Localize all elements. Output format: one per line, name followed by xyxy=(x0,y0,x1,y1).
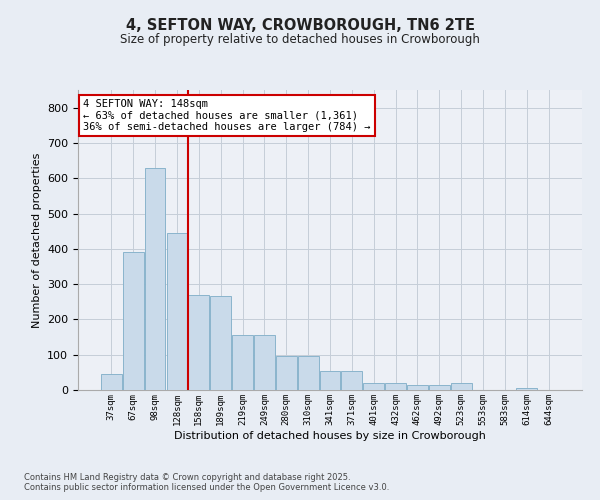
Bar xyxy=(341,370,362,390)
Bar xyxy=(145,168,166,390)
X-axis label: Distribution of detached houses by size in Crowborough: Distribution of detached houses by size … xyxy=(174,430,486,440)
Bar xyxy=(385,383,406,390)
Bar xyxy=(123,252,143,390)
Bar xyxy=(364,383,384,390)
Bar xyxy=(451,383,472,390)
Bar xyxy=(188,294,209,390)
Text: Contains HM Land Registry data © Crown copyright and database right 2025.: Contains HM Land Registry data © Crown c… xyxy=(24,472,350,482)
Bar xyxy=(320,370,340,390)
Bar xyxy=(407,384,428,390)
Bar xyxy=(254,336,275,390)
Y-axis label: Number of detached properties: Number of detached properties xyxy=(32,152,41,328)
Bar xyxy=(232,336,253,390)
Bar xyxy=(298,356,319,390)
Bar xyxy=(429,384,450,390)
Bar xyxy=(101,374,122,390)
Text: 4, SEFTON WAY, CROWBOROUGH, TN6 2TE: 4, SEFTON WAY, CROWBOROUGH, TN6 2TE xyxy=(125,18,475,32)
Text: Size of property relative to detached houses in Crowborough: Size of property relative to detached ho… xyxy=(120,32,480,46)
Text: Contains public sector information licensed under the Open Government Licence v3: Contains public sector information licen… xyxy=(24,484,389,492)
Bar xyxy=(276,356,296,390)
Text: 4 SEFTON WAY: 148sqm
← 63% of detached houses are smaller (1,361)
36% of semi-de: 4 SEFTON WAY: 148sqm ← 63% of detached h… xyxy=(83,99,371,132)
Bar xyxy=(167,233,187,390)
Bar xyxy=(210,296,231,390)
Bar xyxy=(517,388,537,390)
